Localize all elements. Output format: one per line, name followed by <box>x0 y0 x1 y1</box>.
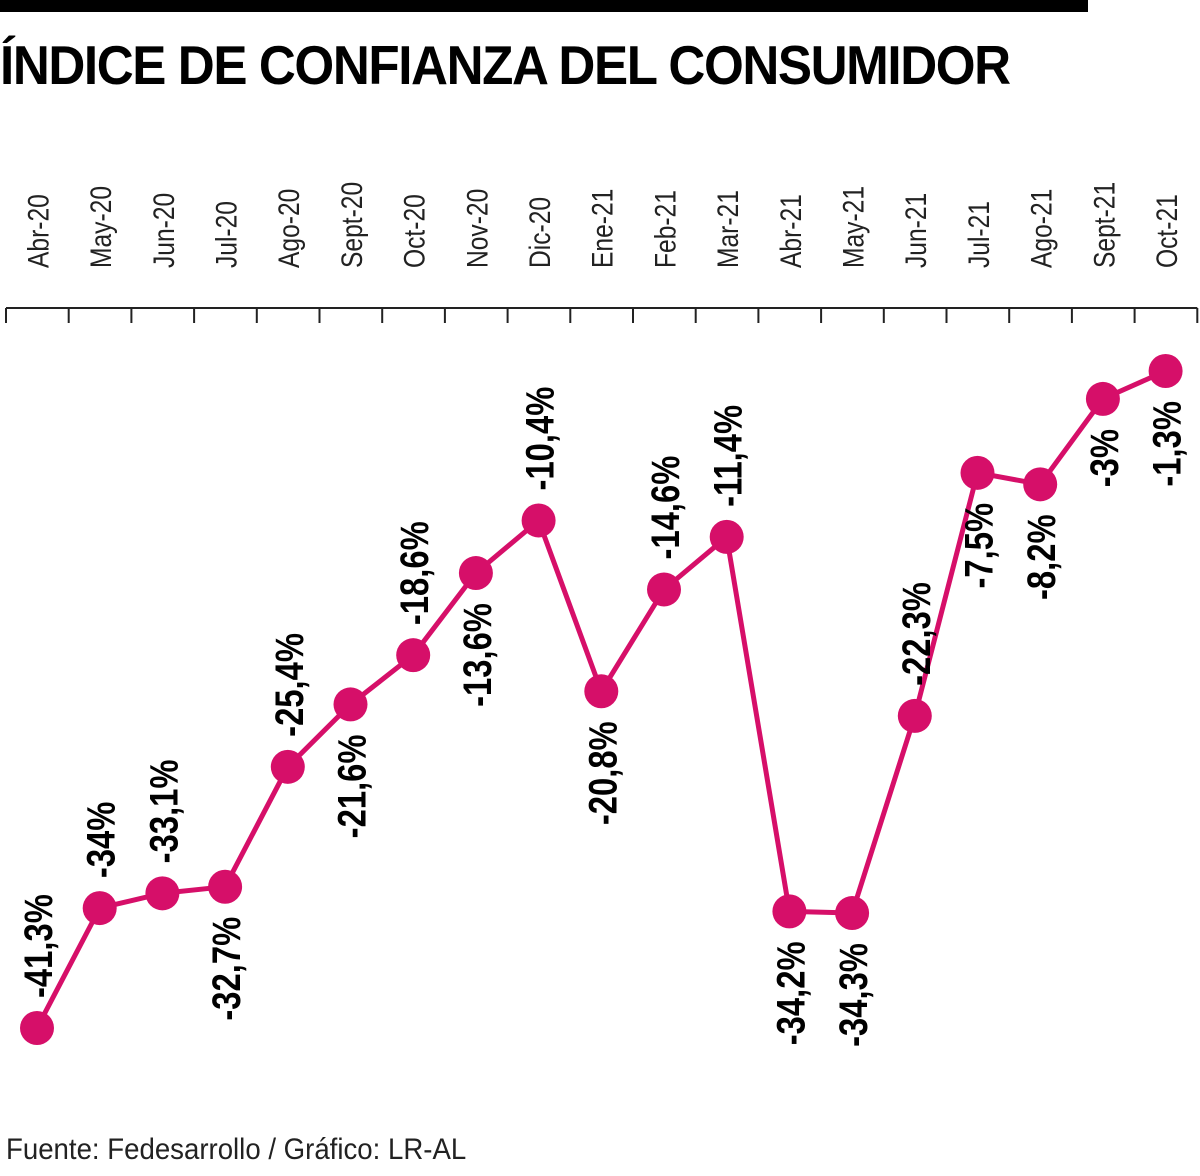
data-point <box>145 876 180 911</box>
x-tick-label: May-21 <box>836 186 870 268</box>
data-point <box>458 556 493 591</box>
x-tick-label: Abr-21 <box>773 194 807 268</box>
x-tick-label: Ago-20 <box>272 189 306 268</box>
data-labels: -41,3% -34% -33,1% -32,7% -25,4% -21,6% -18,6%… <box>16 387 1189 1047</box>
x-tick-label: Ago-21 <box>1024 189 1058 268</box>
x-tick-label: Jun-20 <box>146 193 180 268</box>
data-point <box>1148 354 1183 388</box>
data-label: -10,4% <box>518 387 563 491</box>
data-point <box>1085 381 1120 416</box>
x-tick-label: Ene-21 <box>585 189 619 268</box>
data-label: -11,4% <box>706 405 751 507</box>
data-point <box>82 891 117 926</box>
data-point <box>270 749 305 784</box>
data-label: -20,8% <box>580 721 625 825</box>
x-tick-label: Nov-20 <box>460 189 494 268</box>
x-axis-tick-labels: Abr-20 May-20 Jun-20 Jul-20 Ago-20 Sept-20 Oct… <box>21 182 1184 268</box>
data-label: -25,4% <box>267 633 312 737</box>
data-points <box>20 354 1183 1045</box>
data-label: -14,6% <box>643 456 688 560</box>
x-axis <box>5 307 1199 323</box>
data-label: -34,2% <box>768 941 813 1045</box>
data-point <box>20 1011 54 1045</box>
x-tick-label: Sept-21 <box>1087 182 1121 268</box>
data-point <box>897 698 932 733</box>
data-label: -33,1% <box>141 759 186 863</box>
data-point <box>835 896 870 931</box>
data-label: -21,6% <box>329 734 374 838</box>
data-label: -34,3% <box>831 943 876 1047</box>
data-point <box>584 674 619 709</box>
x-tick-label: Jul-21 <box>962 201 996 268</box>
data-point <box>647 572 681 607</box>
x-tick-label: Jul-20 <box>209 201 243 268</box>
data-label: -32,7% <box>204 917 249 1021</box>
data-point <box>960 455 995 490</box>
data-label: -8,2% <box>1019 514 1064 600</box>
source-credit: Fuente: Fedesarrollo / Gráfico: LR-AL <box>6 1133 467 1166</box>
data-label: -1,3% <box>1145 401 1190 487</box>
data-label: -34% <box>79 802 124 879</box>
data-label: -41,3% <box>16 894 61 998</box>
data-point <box>709 519 744 554</box>
x-tick-label: Feb-21 <box>648 190 682 268</box>
top-rule <box>0 0 1088 12</box>
data-label: -7,5% <box>956 503 1001 589</box>
data-label: -18,6% <box>392 521 437 625</box>
x-tick-label: Oct-20 <box>397 194 431 268</box>
data-label: -22,3% <box>894 582 939 686</box>
data-label: -3% <box>1082 429 1127 487</box>
x-tick-label: Sept-20 <box>335 182 369 268</box>
data-label: -13,6% <box>455 603 500 707</box>
data-point <box>208 869 243 904</box>
x-tick-label: Oct-21 <box>1150 194 1184 268</box>
data-point <box>333 687 368 722</box>
x-tick-label: Dic-20 <box>523 197 557 268</box>
x-tick-label: Jun-21 <box>899 193 933 268</box>
data-point <box>1023 467 1058 502</box>
data-point <box>521 503 556 538</box>
x-tick-label: May-20 <box>84 186 118 268</box>
data-point <box>772 894 807 929</box>
line-chart: Abr-20 May-20 Jun-20 Jul-20 Ago-20 Sept-20 Oct… <box>5 182 1199 1047</box>
chart-title: ÍNDICE DE CONFIANZA DEL CONSUMIDOR <box>0 34 1011 96</box>
x-tick-label: Mar-21 <box>711 190 745 268</box>
x-tick-label: Abr-20 <box>21 194 55 268</box>
data-point <box>396 638 431 673</box>
